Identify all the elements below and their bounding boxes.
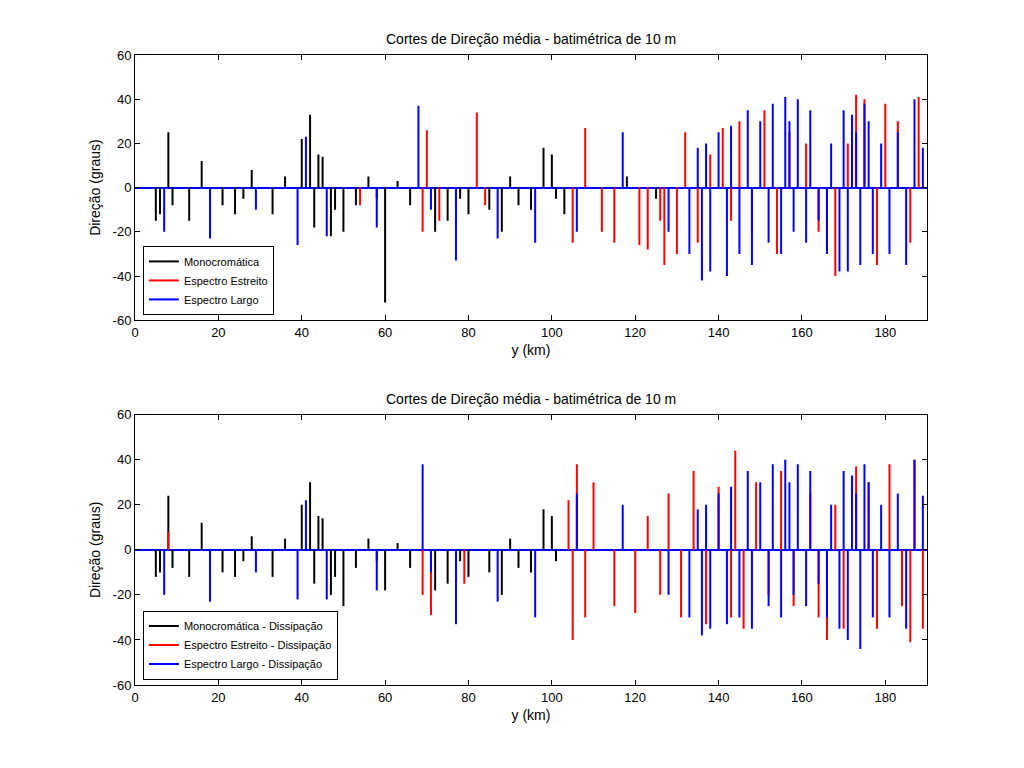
svg-text:40: 40 (295, 325, 309, 340)
svg-text:-20: -20 (113, 587, 132, 602)
svg-text:20: 20 (117, 497, 131, 512)
svg-text:-60: -60 (113, 678, 132, 693)
svg-text:180: 180 (874, 325, 896, 340)
svg-text:20: 20 (211, 690, 225, 705)
svg-text:60: 60 (378, 690, 392, 705)
svg-text:-40: -40 (113, 633, 132, 648)
svg-text:0: 0 (131, 690, 138, 705)
svg-text:Espectro Largo - Dissipação: Espectro Largo - Dissipação (184, 658, 322, 670)
svg-text:120: 120 (624, 325, 646, 340)
svg-text:60: 60 (117, 48, 131, 63)
svg-text:-60: -60 (113, 313, 132, 328)
svg-text:140: 140 (708, 690, 730, 705)
svg-text:120: 120 (624, 690, 646, 705)
svg-text:40: 40 (117, 452, 131, 467)
svg-text:0: 0 (131, 325, 138, 340)
svg-text:y (km): y (km) (512, 342, 551, 358)
svg-text:Espectro Estreito - Dissipação: Espectro Estreito - Dissipação (184, 639, 331, 651)
svg-text:-20: -20 (113, 224, 132, 239)
svg-text:80: 80 (461, 325, 475, 340)
svg-text:20: 20 (117, 136, 131, 151)
svg-text:40: 40 (117, 92, 131, 107)
svg-text:180: 180 (874, 690, 896, 705)
svg-text:0: 0 (124, 180, 131, 195)
svg-text:Direção (graus): Direção (graus) (87, 139, 103, 235)
svg-text:160: 160 (791, 325, 813, 340)
svg-text:160: 160 (791, 690, 813, 705)
svg-text:Cortes de Direção média - bati: Cortes de Direção média - batimétrica de… (386, 31, 676, 47)
svg-text:60: 60 (117, 407, 131, 422)
svg-text:100: 100 (541, 325, 563, 340)
svg-text:40: 40 (295, 690, 309, 705)
svg-text:60: 60 (378, 325, 392, 340)
svg-text:0: 0 (124, 542, 131, 557)
svg-text:Monocromática - Dissipação: Monocromática - Dissipação (184, 620, 323, 632)
svg-text:20: 20 (211, 325, 225, 340)
svg-text:100: 100 (541, 690, 563, 705)
svg-text:140: 140 (708, 325, 730, 340)
svg-text:80: 80 (461, 690, 475, 705)
svg-text:Espectro Largo: Espectro Largo (184, 294, 259, 306)
svg-text:Monocromática: Monocromática (184, 256, 260, 268)
svg-text:Cortes de Direção média - bati: Cortes de Direção média - batimétrica de… (386, 391, 676, 407)
svg-text:Espectro Estreito: Espectro Estreito (184, 275, 268, 287)
svg-text:y (km): y (km) (512, 707, 551, 723)
svg-text:-40: -40 (113, 269, 132, 284)
svg-text:Direção (graus): Direção (graus) (87, 502, 103, 598)
